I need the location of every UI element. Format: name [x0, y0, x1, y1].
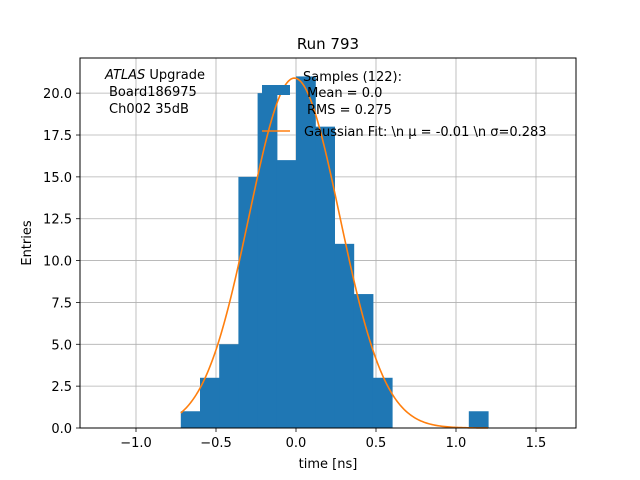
- x-tick-label: 1.0: [446, 436, 467, 451]
- histogram-bar: [257, 93, 278, 428]
- y-tick-label: 12.5: [43, 213, 72, 228]
- x-axis-title: time [ns]: [299, 457, 358, 472]
- axis-ticks: −1.0 −0.5 0.0 0.5 1.0 1.5 0.0 2.5 5.0 7.5 10.0 12.5…: [43, 87, 546, 451]
- annotation-line-1: ATLAS Upgrade: [104, 68, 205, 83]
- legend-hist-line-2: Mean = 0.0: [303, 86, 382, 101]
- legend-fit-label: Gaussian Fit: \n μ = -0.01 \n σ=0.283: [304, 125, 547, 140]
- y-tick-label: 10.0: [43, 255, 72, 270]
- legend: Samples (122): Mean = 0.0 RMS = 0.275 Ga…: [262, 70, 547, 140]
- legend-hist-line-3: RMS = 0.275: [307, 103, 392, 118]
- fit-curve-group: [180, 77, 488, 429]
- y-tick-label: 5.0: [51, 338, 72, 353]
- x-tick-label: −0.5: [200, 436, 232, 451]
- histogram-bar: [353, 294, 374, 428]
- annotation-line-3: Ch002 35dB: [109, 102, 189, 117]
- histogram-bar: [372, 377, 393, 428]
- histogram-bar: [468, 411, 489, 428]
- annotation-atlas: ATLAS: [104, 68, 145, 83]
- annotation-upgrade: Upgrade: [145, 68, 205, 83]
- histogram-bar: [180, 411, 201, 428]
- plot-frame: [79, 57, 577, 429]
- histogram-bar: [219, 344, 239, 428]
- histogram-bar: [296, 76, 316, 428]
- annotation-line-2: Board186975: [109, 85, 197, 100]
- x-tick-label: 0.0: [286, 436, 307, 451]
- histogram-bars: [180, 76, 489, 429]
- histogram-bar: [200, 377, 220, 428]
- histogram-bar: [276, 160, 297, 428]
- histogram-bar: [334, 243, 355, 428]
- x-tick-label: 1.5: [526, 436, 547, 451]
- histogram-bar: [315, 126, 335, 429]
- y-tick-label: 2.5: [51, 380, 72, 395]
- x-tick-label: −1.0: [120, 436, 152, 451]
- y-tick-label: 20.0: [43, 87, 72, 102]
- y-tick-label: 0.0: [51, 422, 72, 437]
- chart-title: Run 793: [297, 35, 359, 53]
- y-tick-label: 17.5: [43, 129, 72, 144]
- x-tick-label: 0.5: [366, 436, 387, 451]
- y-tick-label: 15.0: [43, 171, 72, 186]
- histogram-bar: [238, 176, 259, 428]
- y-tick-label: 7.5: [51, 296, 72, 311]
- y-axis-title: Entries: [20, 220, 35, 266]
- legend-hist-swatch: [262, 85, 290, 95]
- gaussian-fit-curve: [180, 77, 488, 429]
- legend-hist-line-1: Samples (122):: [303, 70, 402, 85]
- atlas-annotation: ATLAS Upgrade Board186975 Ch002 35dB: [104, 68, 205, 117]
